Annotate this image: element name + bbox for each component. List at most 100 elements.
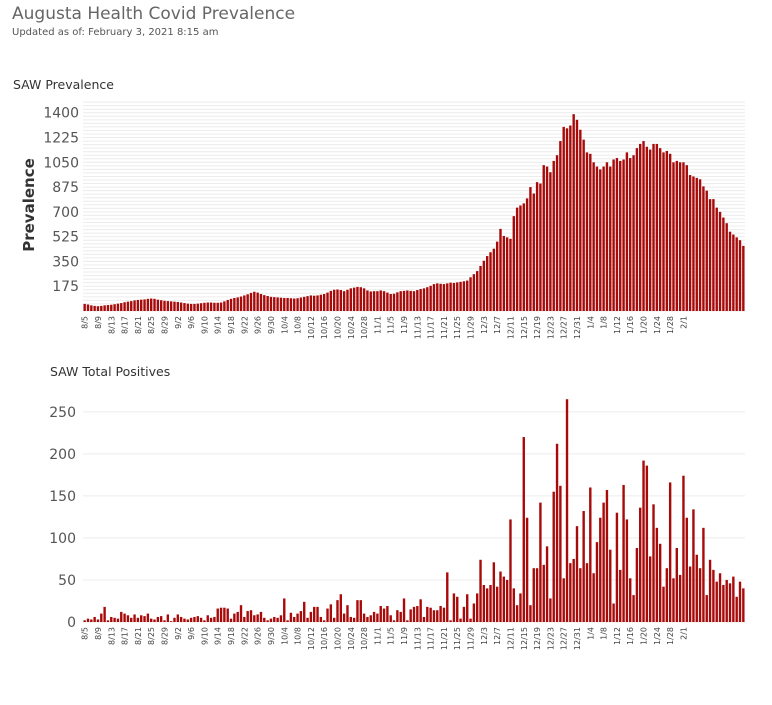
bar <box>539 183 542 311</box>
bar <box>349 616 352 622</box>
bar <box>196 303 199 311</box>
bar <box>525 198 529 311</box>
bar <box>269 296 273 311</box>
bar <box>279 615 283 622</box>
bar <box>83 303 86 311</box>
bar <box>688 175 692 311</box>
bar <box>542 165 545 311</box>
bar <box>439 283 442 311</box>
bar <box>416 290 419 311</box>
bar <box>668 482 672 622</box>
bar <box>239 605 243 622</box>
bar <box>449 282 452 311</box>
x-tick-label: 8/17 <box>121 627 130 645</box>
bar <box>269 618 273 622</box>
bar <box>735 237 738 311</box>
bar <box>662 586 665 622</box>
bar <box>635 548 639 622</box>
x-tick-label: 12/27 <box>560 627 569 650</box>
bar <box>189 617 193 622</box>
bar <box>512 588 515 622</box>
x-tick-label: 11/9 <box>400 627 409 645</box>
bar <box>456 596 459 622</box>
bar <box>326 608 329 622</box>
bar <box>575 119 579 311</box>
bar <box>396 610 399 622</box>
x-tick-label: 1/8 <box>600 316 609 329</box>
bar <box>619 569 622 622</box>
bar <box>698 179 702 311</box>
x-tick-label: 12/27 <box>560 316 569 339</box>
bar <box>359 600 362 622</box>
x-tick-label: 1/12 <box>613 316 622 334</box>
x-tick-label: 11/25 <box>453 316 462 339</box>
bar <box>226 299 229 311</box>
positives-chart-title: SAW Total Positives <box>50 364 171 379</box>
bar <box>339 594 343 622</box>
prevalence-chart-title: SAW Prevalence <box>13 77 114 92</box>
bar <box>469 277 472 311</box>
bar <box>708 559 712 622</box>
bar <box>446 283 449 311</box>
bar <box>322 294 326 311</box>
bar <box>572 558 575 622</box>
bar <box>149 298 153 311</box>
bar <box>738 240 742 311</box>
x-tick-label: 10/4 <box>280 316 289 334</box>
x-tick-label: 9/22 <box>240 627 249 645</box>
bar <box>635 148 639 311</box>
bar <box>562 126 565 311</box>
x-tick-label: 9/30 <box>267 316 276 334</box>
bar <box>495 586 499 622</box>
bar <box>213 302 216 311</box>
bar <box>555 443 559 622</box>
x-tick-label: 11/25 <box>453 627 462 650</box>
bar <box>452 282 456 311</box>
bar <box>612 159 615 311</box>
bar <box>642 460 645 622</box>
bar <box>678 162 682 311</box>
bar <box>209 302 213 311</box>
x-tick-label: 11/9 <box>400 316 409 334</box>
bar <box>615 512 619 622</box>
bar <box>615 158 619 311</box>
bar <box>569 563 572 622</box>
bar <box>462 281 466 311</box>
bar <box>123 613 126 622</box>
bar <box>329 604 333 622</box>
bar <box>655 143 659 311</box>
bar <box>432 610 436 622</box>
bar <box>698 568 702 622</box>
x-tick-label: 8/13 <box>107 316 116 334</box>
x-tick-label: 2/1 <box>679 627 688 640</box>
bar <box>572 114 575 311</box>
bar <box>522 437 525 622</box>
x-tick-label: 8/21 <box>134 316 143 334</box>
bar <box>382 608 386 622</box>
bar <box>579 129 582 311</box>
bar <box>665 568 669 622</box>
bar <box>249 610 253 622</box>
bar <box>179 616 183 622</box>
bar <box>595 166 599 311</box>
x-tick-label: 1/20 <box>640 627 649 645</box>
bar <box>682 162 685 311</box>
bar <box>742 588 745 622</box>
x-tick-label: 1/24 <box>653 316 662 334</box>
bar <box>545 166 549 311</box>
bar <box>173 617 176 622</box>
bar <box>605 162 609 311</box>
bar <box>629 158 632 311</box>
bar <box>386 292 389 311</box>
bar <box>662 152 665 311</box>
bar <box>392 293 396 311</box>
bar <box>313 295 316 311</box>
bar <box>106 620 110 622</box>
x-tick-label: 8/5 <box>81 627 90 640</box>
bar <box>183 303 186 311</box>
x-tick-label: 12/31 <box>573 316 582 339</box>
bar <box>652 504 655 622</box>
bar <box>419 289 422 311</box>
bar <box>532 193 535 311</box>
bar <box>103 606 106 622</box>
